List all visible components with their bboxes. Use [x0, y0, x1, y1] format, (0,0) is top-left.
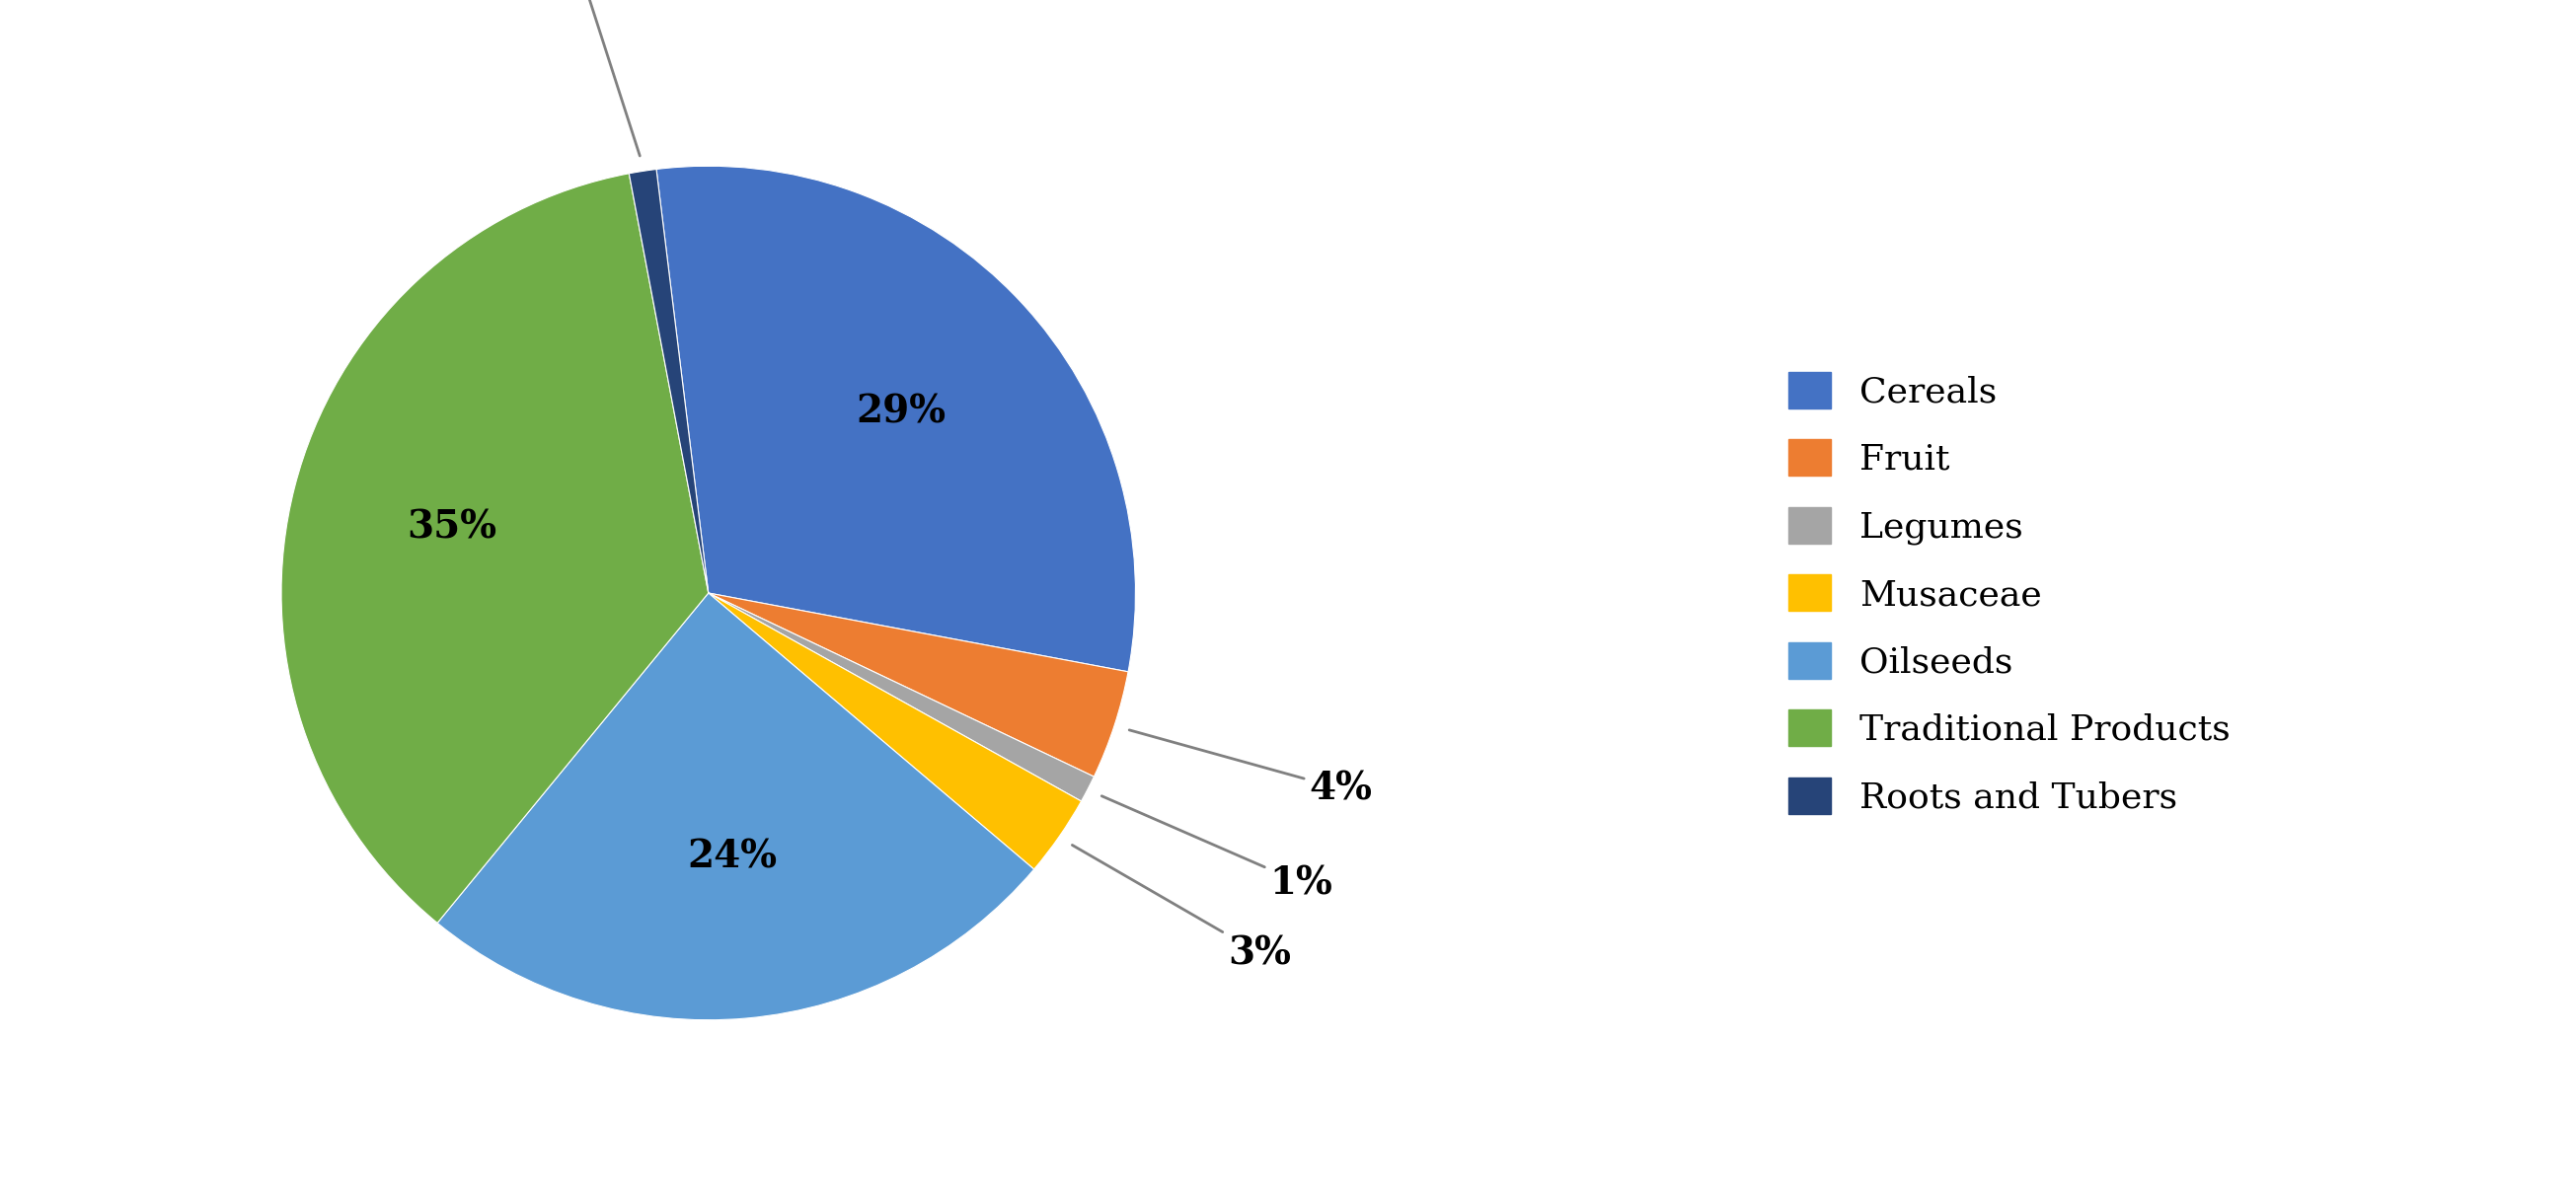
Wedge shape [629, 170, 708, 593]
Text: 1%: 1% [549, 0, 639, 155]
Text: 35%: 35% [407, 509, 497, 547]
Wedge shape [438, 593, 1033, 1020]
Wedge shape [281, 173, 708, 923]
Wedge shape [708, 593, 1128, 777]
Legend: Cereals, Fruit, Legumes, Musaceae, Oilseeds, Traditional Products, Roots and Tub: Cereals, Fruit, Legumes, Musaceae, Oilse… [1788, 371, 2231, 815]
Text: 1%: 1% [1103, 796, 1332, 901]
Wedge shape [708, 593, 1095, 802]
Wedge shape [657, 166, 1136, 671]
Wedge shape [708, 593, 1082, 869]
Text: 24%: 24% [688, 837, 778, 875]
Text: 4%: 4% [1128, 731, 1373, 808]
Text: 3%: 3% [1072, 846, 1291, 973]
Text: 29%: 29% [855, 393, 945, 431]
